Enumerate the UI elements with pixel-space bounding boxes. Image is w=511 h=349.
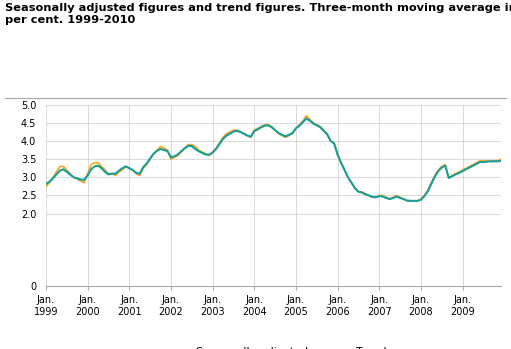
- Trend: [81, 178, 87, 182]
- Seasonally adjusted: [414, 199, 421, 203]
- Trend: [182, 146, 188, 150]
- Seasonally adjusted: [498, 157, 504, 161]
- Trend: [414, 199, 421, 203]
- Trend: [43, 182, 49, 186]
- Seasonally adjusted: [304, 113, 310, 118]
- Seasonally adjusted: [404, 199, 410, 203]
- Line: Seasonally adjusted: Seasonally adjusted: [46, 116, 501, 201]
- Trend: [498, 159, 504, 163]
- Seasonally adjusted: [182, 146, 188, 150]
- Legend: Seasonally adjusted, Trend: Seasonally adjusted, Trend: [155, 343, 391, 349]
- Trend: [407, 199, 413, 203]
- Trend: [196, 149, 202, 153]
- Seasonally adjusted: [81, 181, 87, 185]
- Trend: [304, 117, 310, 121]
- Seasonally adjusted: [418, 197, 424, 201]
- Trend: [99, 166, 105, 170]
- Line: Trend: Trend: [46, 119, 501, 201]
- Seasonally adjusted: [99, 164, 105, 169]
- Seasonally adjusted: [43, 184, 49, 188]
- Text: Seasonally adjusted figures and trend figures. Three-month moving average in
per: Seasonally adjusted figures and trend fi…: [5, 3, 511, 25]
- Seasonally adjusted: [196, 148, 202, 152]
- Trend: [418, 198, 424, 202]
